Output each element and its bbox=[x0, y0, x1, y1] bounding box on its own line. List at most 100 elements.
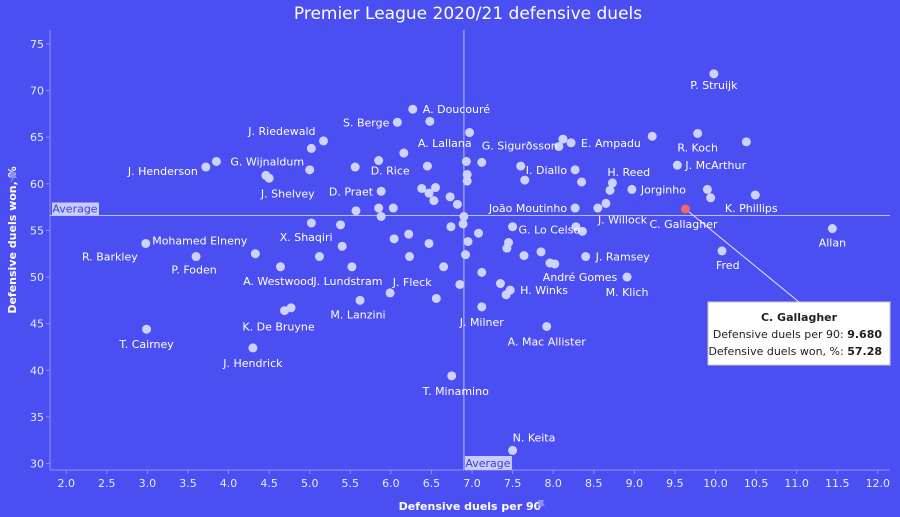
data-point[interactable] bbox=[250, 249, 260, 259]
data-point[interactable] bbox=[647, 131, 657, 141]
data-point[interactable] bbox=[446, 222, 456, 232]
data-point[interactable] bbox=[280, 306, 290, 316]
data-point[interactable] bbox=[374, 203, 384, 213]
data-point[interactable] bbox=[566, 138, 576, 148]
data-point[interactable] bbox=[693, 128, 703, 138]
data-point[interactable] bbox=[314, 252, 324, 262]
data-point[interactable] bbox=[439, 262, 449, 272]
x-axis-pin-icon[interactable] bbox=[537, 500, 545, 511]
data-point[interactable] bbox=[388, 203, 398, 213]
data-point[interactable] bbox=[717, 246, 727, 256]
data-point[interactable] bbox=[445, 192, 455, 202]
data-point[interactable] bbox=[306, 218, 316, 228]
data-point[interactable] bbox=[536, 247, 546, 257]
data-point[interactable] bbox=[306, 143, 316, 153]
data-point[interactable] bbox=[408, 104, 418, 114]
data-point[interactable] bbox=[605, 185, 615, 195]
data-point[interactable] bbox=[570, 165, 580, 175]
data-point[interactable] bbox=[571, 222, 581, 232]
data-point[interactable] bbox=[577, 177, 587, 187]
data-point[interactable] bbox=[201, 162, 211, 172]
data-point[interactable] bbox=[462, 169, 472, 179]
data-point[interactable] bbox=[554, 142, 564, 152]
data-point[interactable] bbox=[347, 262, 357, 272]
data-point[interactable] bbox=[336, 220, 346, 230]
data-point[interactable] bbox=[750, 190, 760, 200]
data-point[interactable] bbox=[374, 156, 384, 166]
highlighted-point[interactable] bbox=[680, 204, 690, 214]
data-point[interactable] bbox=[461, 250, 471, 260]
data-point[interactable] bbox=[376, 211, 386, 221]
data-point[interactable] bbox=[593, 203, 603, 213]
data-point[interactable] bbox=[429, 196, 439, 206]
data-point[interactable] bbox=[389, 234, 399, 244]
data-point[interactable] bbox=[465, 128, 475, 138]
data-point[interactable] bbox=[827, 224, 837, 234]
data-point[interactable] bbox=[477, 302, 487, 312]
data-point[interactable] bbox=[431, 293, 441, 303]
data-point[interactable] bbox=[477, 267, 487, 277]
y-axis-pin-icon[interactable] bbox=[9, 172, 17, 183]
data-point[interactable] bbox=[581, 252, 591, 262]
data-point[interactable] bbox=[577, 226, 587, 236]
data-point[interactable] bbox=[424, 188, 434, 198]
data-point[interactable] bbox=[431, 183, 441, 193]
data-point[interactable] bbox=[622, 272, 632, 282]
data-point[interactable] bbox=[455, 279, 465, 289]
data-point[interactable] bbox=[474, 228, 484, 238]
data-point[interactable] bbox=[399, 148, 409, 158]
data-point[interactable] bbox=[706, 193, 716, 203]
data-point[interactable] bbox=[422, 161, 432, 171]
data-point[interactable] bbox=[211, 156, 221, 166]
data-point[interactable] bbox=[404, 229, 414, 239]
data-point[interactable] bbox=[447, 371, 457, 381]
data-point[interactable] bbox=[424, 238, 434, 248]
data-point[interactable] bbox=[672, 160, 682, 170]
data-point[interactable] bbox=[570, 203, 580, 213]
data-point[interactable] bbox=[417, 183, 427, 193]
data-point[interactable] bbox=[425, 116, 435, 126]
data-point[interactable] bbox=[459, 211, 469, 221]
data-point[interactable] bbox=[519, 251, 529, 261]
data-point[interactable] bbox=[405, 252, 415, 262]
data-point[interactable] bbox=[601, 198, 611, 208]
data-point[interactable] bbox=[191, 252, 201, 262]
data-point[interactable] bbox=[550, 259, 560, 269]
data-point[interactable] bbox=[275, 262, 285, 272]
data-point[interactable] bbox=[501, 290, 511, 300]
data-point[interactable] bbox=[264, 173, 274, 183]
data-point[interactable] bbox=[376, 186, 386, 196]
data-point[interactable] bbox=[141, 238, 151, 248]
data-point[interactable] bbox=[385, 288, 395, 298]
data-point[interactable] bbox=[452, 199, 462, 209]
point-label: J. Milner bbox=[459, 316, 505, 329]
data-point[interactable] bbox=[319, 136, 329, 146]
data-point[interactable] bbox=[142, 324, 152, 334]
data-point[interactable] bbox=[607, 178, 617, 188]
data-point[interactable] bbox=[516, 161, 526, 171]
data-point[interactable] bbox=[461, 156, 471, 166]
data-point[interactable] bbox=[458, 219, 468, 229]
data-point[interactable] bbox=[337, 241, 347, 251]
average-y-label: Average bbox=[52, 203, 97, 216]
data-point[interactable] bbox=[627, 184, 637, 194]
data-point[interactable] bbox=[702, 184, 712, 194]
data-point[interactable] bbox=[355, 295, 365, 305]
data-point[interactable] bbox=[502, 243, 512, 253]
data-point[interactable] bbox=[542, 321, 552, 331]
data-point[interactable] bbox=[351, 206, 361, 216]
data-point[interactable] bbox=[462, 176, 472, 186]
data-point[interactable] bbox=[248, 343, 258, 353]
data-point[interactable] bbox=[305, 165, 315, 175]
data-point[interactable] bbox=[741, 137, 751, 147]
data-point[interactable] bbox=[495, 279, 505, 289]
data-point[interactable] bbox=[477, 157, 487, 167]
data-point[interactable] bbox=[709, 69, 719, 79]
data-point[interactable] bbox=[508, 222, 518, 232]
data-point[interactable] bbox=[508, 445, 518, 455]
data-point[interactable] bbox=[463, 237, 473, 247]
data-point[interactable] bbox=[350, 162, 360, 172]
data-point[interactable] bbox=[520, 175, 530, 185]
data-point[interactable] bbox=[558, 134, 568, 144]
data-point[interactable] bbox=[392, 117, 402, 127]
